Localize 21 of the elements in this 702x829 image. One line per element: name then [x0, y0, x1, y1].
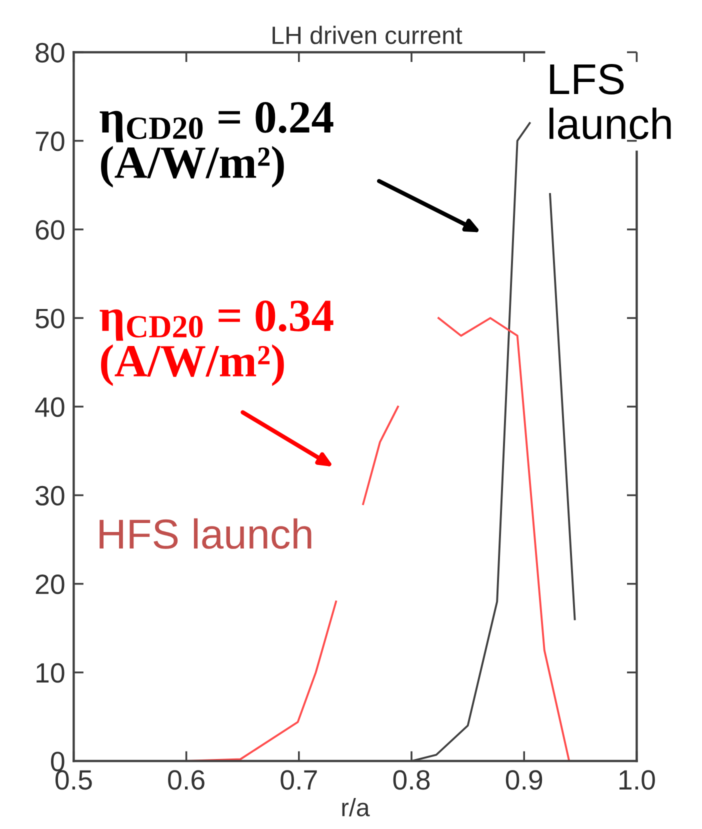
y-tick-label: 20	[36, 574, 64, 594]
x-tick-label: 0.6	[168, 770, 204, 790]
y-tick-label: 30	[36, 486, 64, 506]
y-tick-label: 80	[36, 42, 64, 63]
y-tick-label: 50	[36, 308, 64, 328]
chart-title: LH driven current	[272, 26, 462, 44]
legend-label: LFS launch	[550, 64, 671, 140]
y-tick-label: 70	[36, 131, 64, 152]
y-tick-label: 40	[35, 397, 64, 417]
x-tick-label: 0.5	[55, 770, 92, 790]
annotation: η$_{CD20}$ = 0.24 (A/W/m²)	[100, 102, 334, 188]
x-tick-label: 0.9	[506, 770, 542, 790]
y-tick-label: 0	[51, 752, 64, 772]
x-tick-label: 1.0	[620, 770, 655, 790]
x-tick-label: 0.8	[393, 770, 430, 790]
x-axis-title: r/a	[342, 798, 370, 816]
x-tick-label: 0.7	[280, 770, 317, 790]
series-label: HFS launch	[100, 518, 312, 549]
annotation: η$_{CD20}$ = 0.34 (A/W/m²)	[100, 300, 334, 386]
y-tick-label: 10	[36, 663, 64, 683]
y-tick-label: 60	[36, 220, 64, 240]
